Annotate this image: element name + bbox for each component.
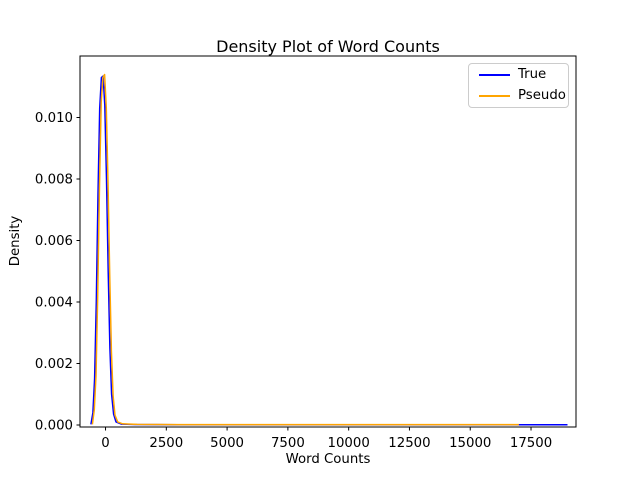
legend: True Pseudo <box>468 63 569 108</box>
x-tick-label: 12500 <box>388 436 430 451</box>
x-tick-label: 7500 <box>271 436 305 451</box>
axes-spines <box>79 55 577 428</box>
x-tick-label: 5000 <box>210 436 244 451</box>
legend-label-pseudo: Pseudo <box>518 87 566 103</box>
legend-item-pseudo: Pseudo <box>479 87 568 105</box>
y-tick-label: 0.004 <box>35 296 73 311</box>
legend-line-true <box>479 74 510 77</box>
x-tick-label: 17500 <box>510 436 552 451</box>
legend-label-true: True <box>518 67 547 83</box>
x-tick-label: 15000 <box>449 436 491 451</box>
legend-line-pseudo <box>479 94 510 97</box>
y-tick-label: 0.002 <box>35 357 73 372</box>
series-line-true <box>90 75 568 426</box>
legend-item-true: True <box>479 66 568 84</box>
chart-title: Density Plot of Word Counts <box>216 37 440 56</box>
y-tick-label: 0.010 <box>35 111 73 126</box>
y-tick-label: 0.008 <box>35 173 73 188</box>
x-tick-label: 0 <box>101 436 109 451</box>
x-tick-label: 10000 <box>328 436 370 451</box>
x-tick-label: 2500 <box>149 436 183 451</box>
x-axis-label: Word Counts <box>285 452 371 467</box>
y-tick-label: 0.000 <box>35 419 73 434</box>
series-line-pseudo <box>91 73 519 426</box>
y-tick-label: 0.006 <box>35 234 73 249</box>
